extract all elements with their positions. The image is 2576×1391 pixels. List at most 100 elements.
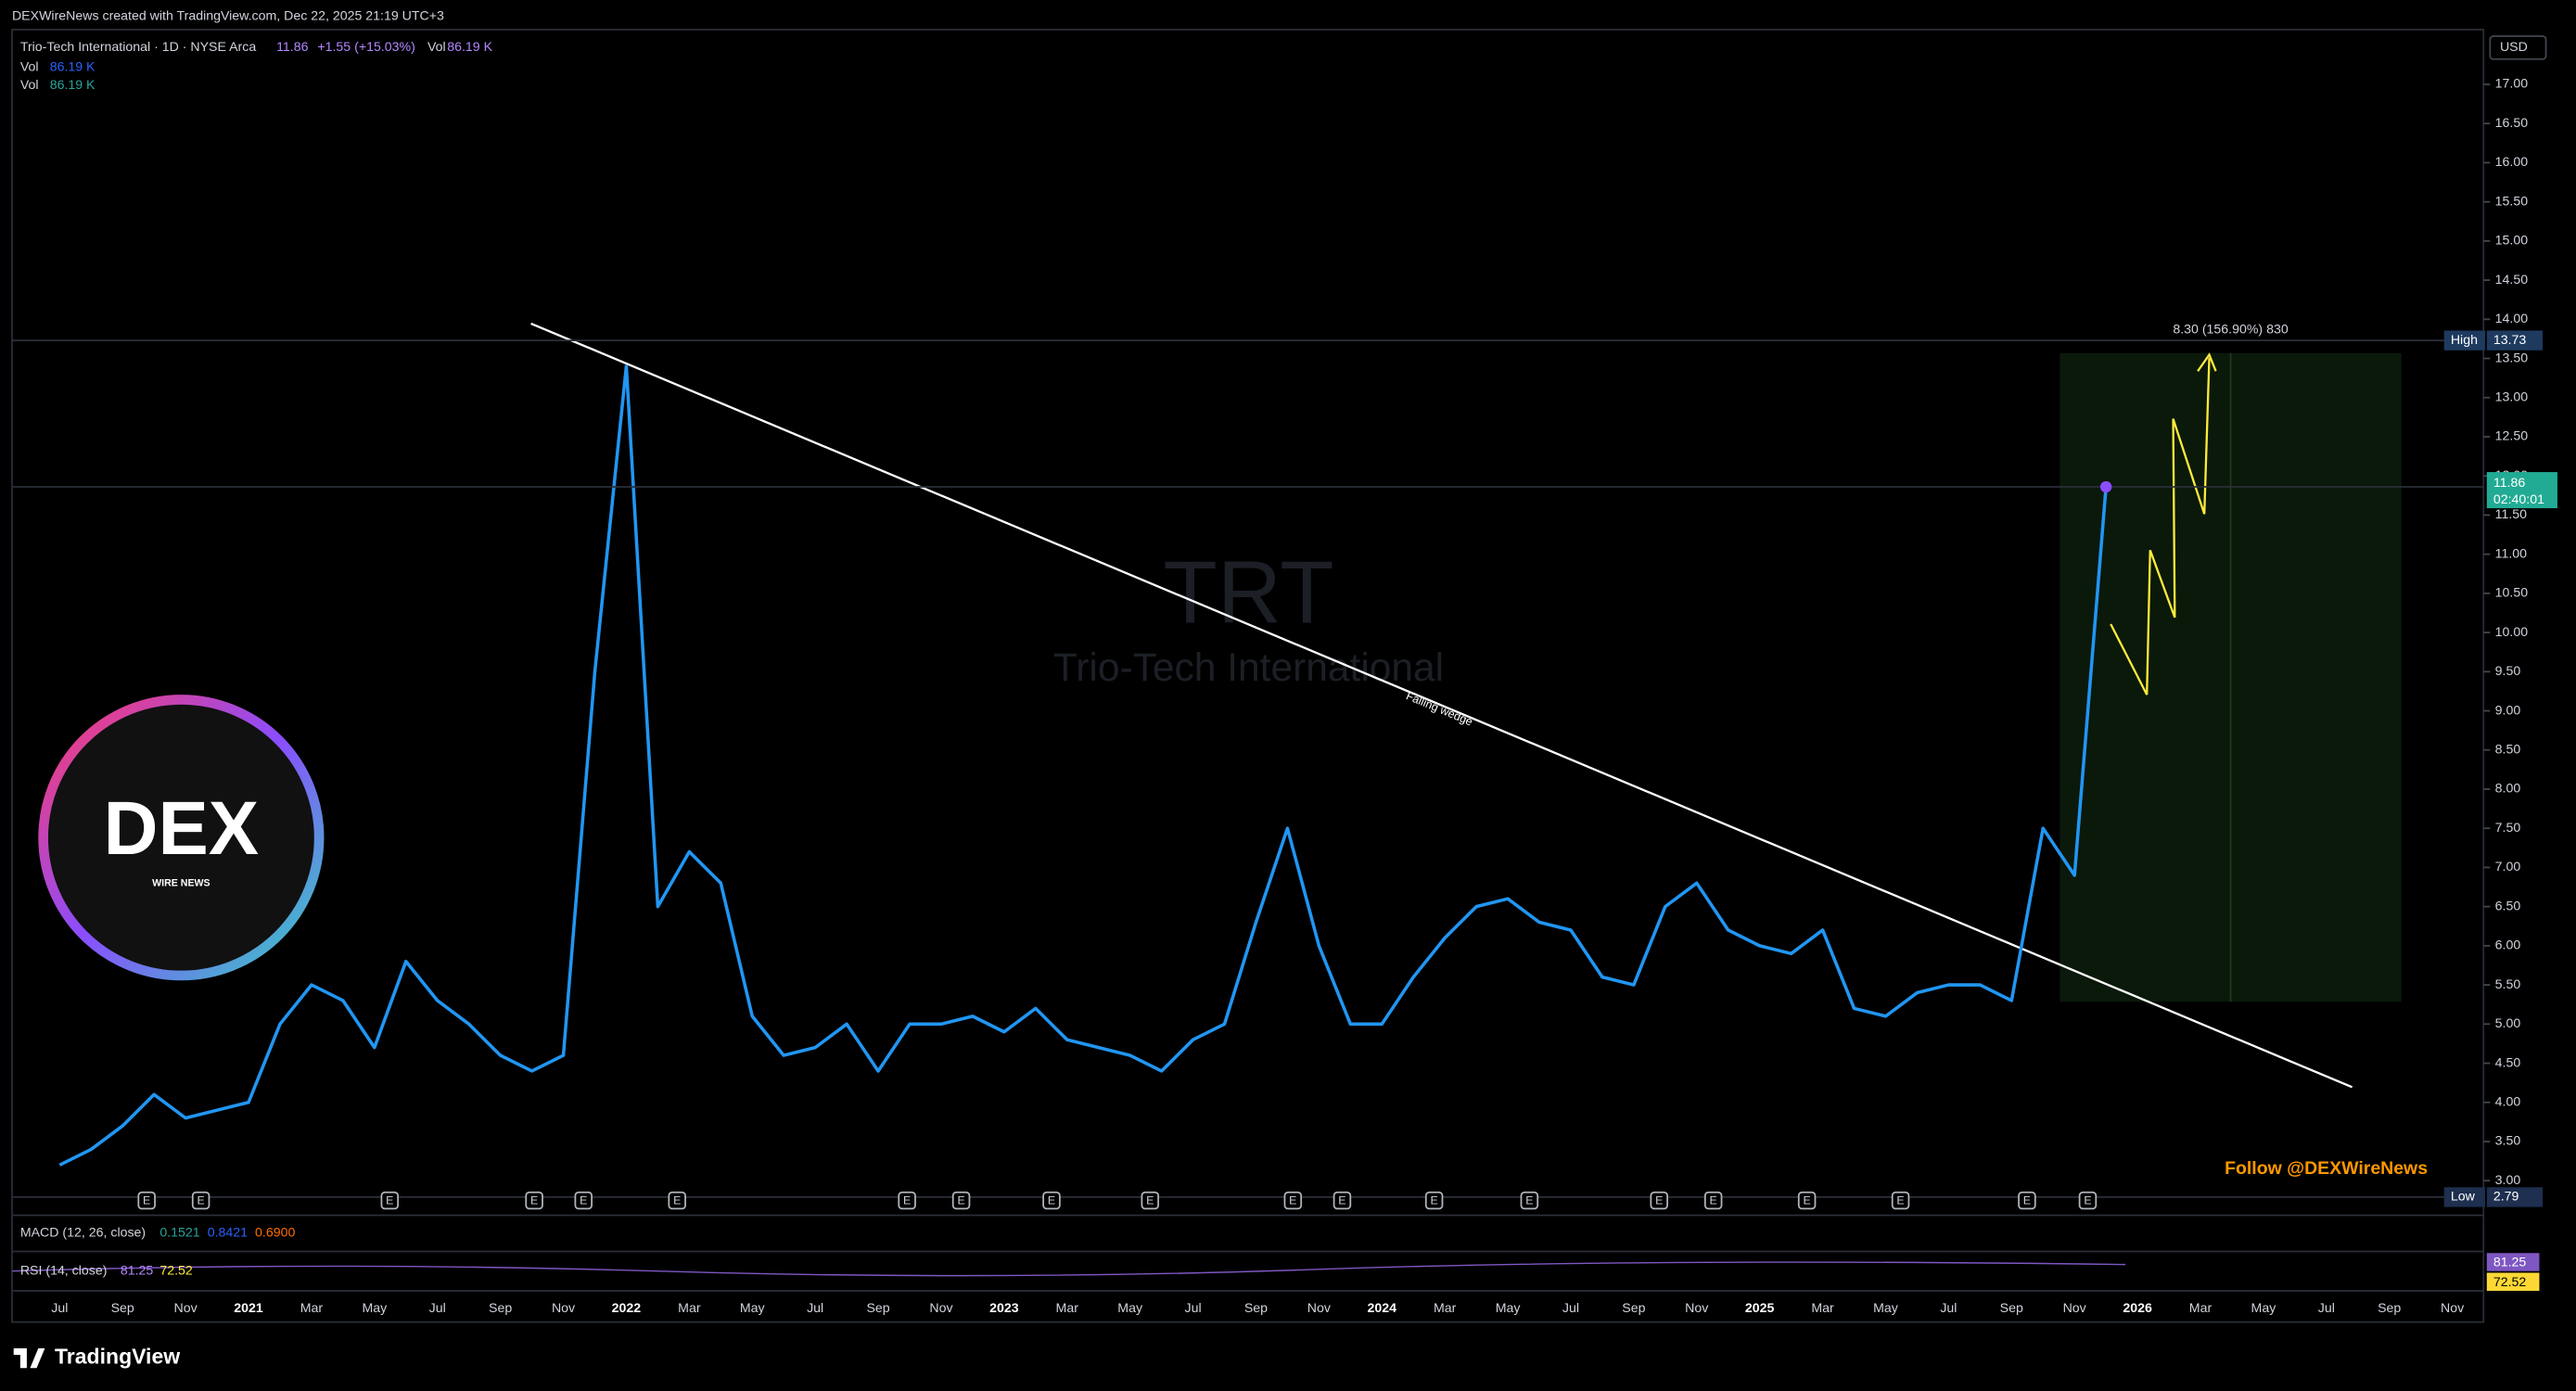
rsi-tag: [2486, 1272, 2540, 1291]
rsi-tag-value: 72.52: [2493, 1275, 2527, 1290]
x-tick-label: Jul: [1940, 1301, 1957, 1316]
high-label-box: [2443, 330, 2486, 351]
x-tick-label: Mar: [1434, 1301, 1457, 1316]
y-tick-label: 8.50: [2495, 742, 2521, 757]
x-tick-label: 2021: [234, 1301, 263, 1316]
projection: [2110, 358, 2211, 696]
vol-label: Vol: [20, 59, 39, 74]
x-tick-label: Mar: [2189, 1301, 2213, 1316]
y-tick-label: 16.00: [2495, 155, 2529, 170]
countdown: 02:40:01: [2493, 492, 2544, 507]
brand-icon: [13, 1347, 45, 1369]
x-tick-label: Mar: [300, 1301, 324, 1316]
x-tick-label: Sep: [2378, 1301, 2401, 1316]
y-tick-label: 15.50: [2495, 194, 2529, 209]
y-tick-label: 3.00: [2495, 1173, 2521, 1188]
x-tick-label: Jul: [1562, 1301, 1579, 1316]
x-tick-label: 2024: [1368, 1301, 1397, 1316]
y-tick-label: 11.50: [2495, 507, 2528, 522]
rsi-tag-value: 81.25: [2493, 1256, 2527, 1270]
last-price: 11.86: [276, 40, 309, 55]
y-tick-label: 7.50: [2495, 821, 2521, 836]
x-tick-label: Mar: [1811, 1301, 1834, 1316]
earnings-box: [191, 1191, 210, 1210]
earnings-marker: E: [1710, 1194, 1717, 1207]
high-tag: [2486, 330, 2544, 351]
high-label: High: [2451, 333, 2478, 348]
y-tick-label: 14.00: [2495, 312, 2529, 326]
y-tick-label: 11.00: [2495, 546, 2528, 561]
earnings-marker: E: [1048, 1194, 1055, 1207]
x-tick-label: Nov: [552, 1301, 576, 1316]
earnings-marker: E: [1146, 1194, 1154, 1207]
earnings-box: [1520, 1191, 1539, 1210]
y-tick-label: 8.00: [2495, 782, 2521, 797]
low-tag: [2486, 1187, 2544, 1207]
y-tick-label: 10.00: [2495, 625, 2529, 640]
x-tick-label: Nov: [1685, 1301, 1709, 1316]
y-tick-label: 12.50: [2495, 429, 2529, 444]
symbol: Trio-Tech International · 1D · NYSE Arca: [20, 40, 257, 55]
x-tick-label: Nov: [174, 1301, 198, 1316]
earnings-marker: E: [957, 1194, 964, 1207]
earnings-marker: E: [1525, 1194, 1533, 1207]
earnings-box: [668, 1191, 686, 1210]
price-line: [58, 364, 2108, 1167]
earnings-marker: E: [1655, 1194, 1663, 1207]
y-tick-label: 3.50: [2495, 1134, 2521, 1149]
macd-value: 0.6900: [255, 1226, 295, 1241]
earnings-box: [525, 1191, 543, 1210]
credit: DEXWireNews created with TradingView.com…: [12, 8, 444, 23]
x-tick-label: May: [1873, 1301, 1899, 1316]
macd-label: MACD (12, 26, close): [20, 1226, 146, 1241]
y-tick-label: 6.00: [2495, 938, 2521, 953]
x-tick-label: May: [362, 1301, 388, 1316]
brand: TradingView: [55, 1345, 180, 1369]
y-tick-label: 6.50: [2495, 899, 2521, 913]
y-tick-label: 5.00: [2495, 1016, 2521, 1031]
x-tick-label: Sep: [866, 1301, 889, 1316]
earnings-box: [1333, 1191, 1352, 1210]
x-tick-label: 2026: [2123, 1301, 2152, 1316]
rsi-value: 81.25: [121, 1263, 154, 1278]
change: +1.55 (+15.03%): [317, 40, 414, 55]
watermark-symbol: TRT: [1163, 543, 1333, 643]
y-tick-label: 14.50: [2495, 273, 2529, 287]
macd-value: 0.8421: [208, 1226, 248, 1241]
earnings-marker: E: [903, 1194, 911, 1207]
earnings-marker: E: [143, 1194, 150, 1207]
x-tick-label: 2023: [989, 1301, 1019, 1316]
x-tick-label: Nov: [2063, 1301, 2087, 1316]
y-tick-label: 5.50: [2495, 977, 2521, 992]
earnings-box: [1797, 1191, 1817, 1210]
earnings-marker: E: [580, 1194, 587, 1207]
vol-label: Vol: [427, 40, 446, 55]
low-label: Low: [2451, 1190, 2476, 1205]
logo-sub: WIRE NEWS: [152, 878, 210, 889]
vol-value: 86.19 K: [50, 59, 96, 74]
x-tick-label: 2025: [1745, 1301, 1775, 1316]
y-tick-label: 10.50: [2495, 586, 2529, 601]
earnings-marker: E: [1896, 1194, 1904, 1207]
y-tick-label: 4.50: [2495, 1055, 2521, 1070]
vol-value: 86.19 K: [50, 78, 96, 93]
earnings-box: [380, 1191, 400, 1210]
earnings-box: [951, 1191, 971, 1210]
high-tag-value: 13.73: [2493, 333, 2527, 348]
y-tick-label: 13.00: [2495, 389, 2529, 404]
x-tick-label: Nov: [2441, 1301, 2465, 1316]
y-tick-label: 4.00: [2495, 1094, 2521, 1109]
earnings-marker: E: [673, 1194, 681, 1207]
y-tick-label: 16.50: [2495, 116, 2529, 131]
rsi-label: RSI (14, close): [20, 1263, 108, 1278]
x-tick-label: Sep: [111, 1301, 134, 1316]
x-tick-label: Sep: [1244, 1301, 1268, 1316]
earnings-box: [1424, 1191, 1444, 1210]
vol-value: 86.19 K: [447, 40, 492, 55]
earnings-marker: E: [2084, 1194, 2091, 1207]
last-tag: [2486, 472, 2557, 509]
trendline: [530, 322, 2353, 1089]
currency: USD: [2500, 40, 2528, 55]
